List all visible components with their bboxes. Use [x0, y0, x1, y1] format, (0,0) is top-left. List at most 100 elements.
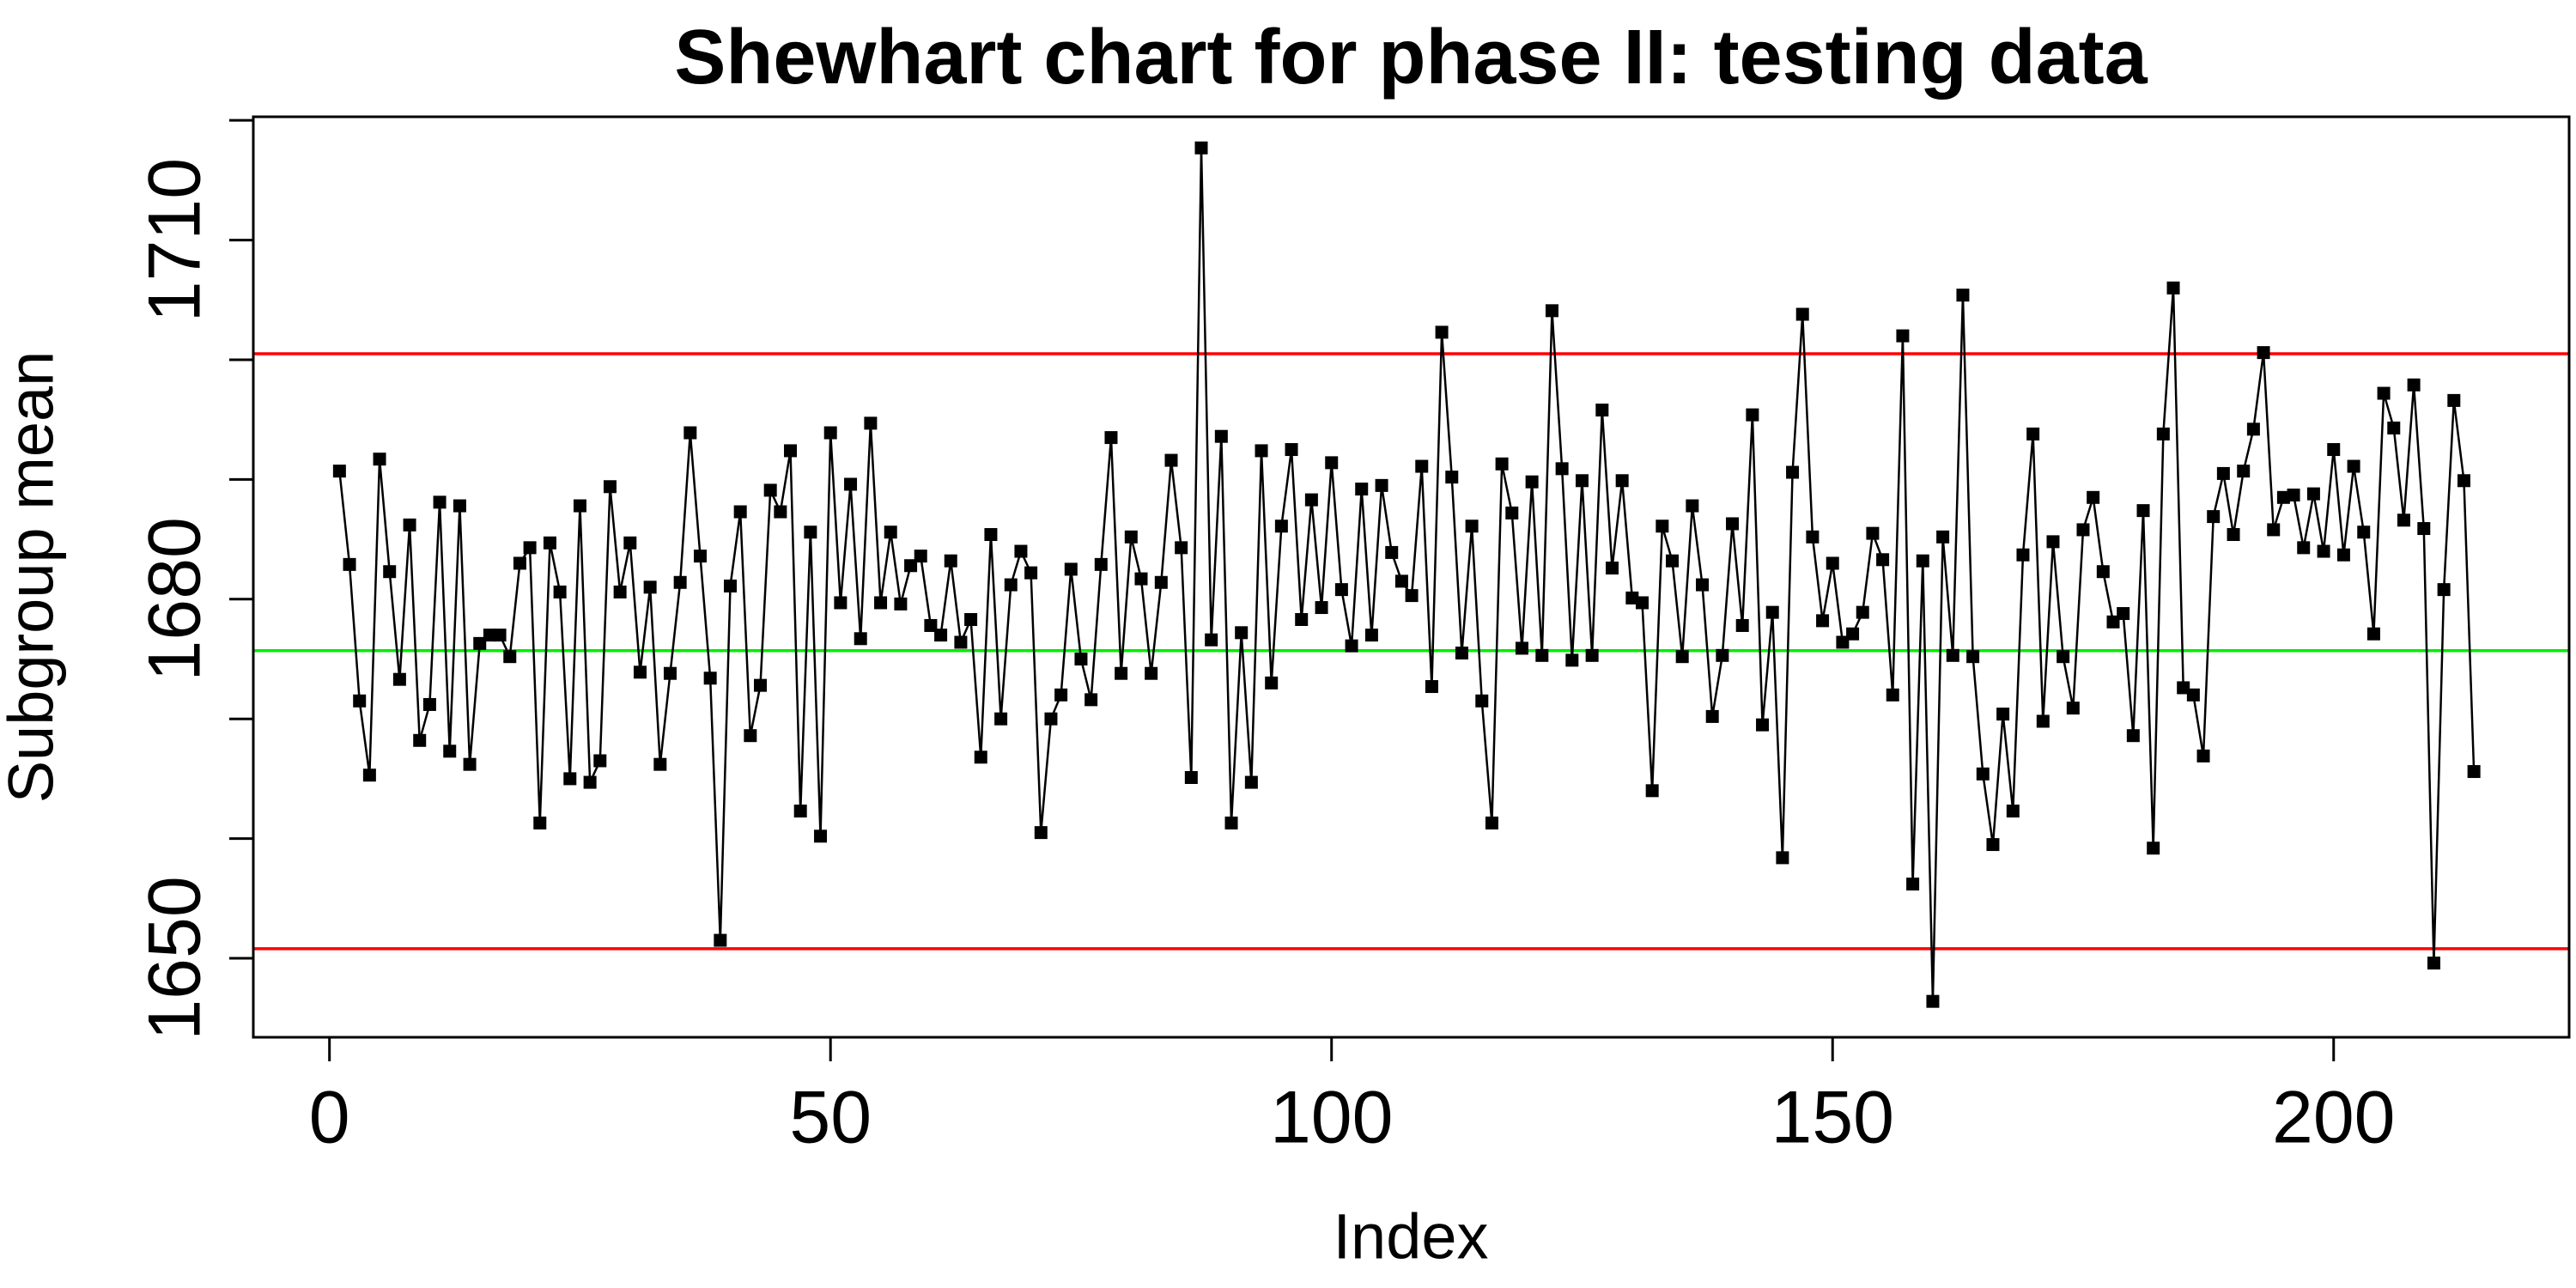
data-point	[804, 526, 817, 539]
data-point	[2267, 523, 2281, 537]
data-point	[623, 536, 637, 550]
data-point	[1435, 325, 1449, 339]
data-point	[984, 528, 998, 542]
data-point	[1816, 614, 1830, 628]
data-point	[703, 671, 717, 685]
data-point	[884, 526, 897, 539]
data-point	[904, 559, 918, 573]
data-point	[1004, 578, 1018, 592]
data-point	[443, 744, 457, 758]
data-point	[2297, 541, 2311, 555]
data-point	[1515, 641, 1528, 655]
data-point	[954, 635, 968, 649]
data-point	[693, 550, 707, 563]
data-point	[2057, 650, 2070, 664]
data-point	[1716, 648, 1729, 662]
data-point	[2366, 627, 2380, 641]
data-point	[1074, 652, 1088, 665]
data-point	[553, 585, 567, 598]
data-point	[2066, 702, 2080, 715]
data-point	[2287, 489, 2300, 502]
data-point	[1585, 648, 1599, 662]
data-point	[1224, 816, 1238, 829]
data-point	[513, 556, 526, 570]
x-tick-label: 0	[309, 1077, 350, 1159]
data-point	[483, 629, 496, 642]
data-point	[663, 666, 677, 680]
data-point	[974, 750, 987, 764]
data-point	[1044, 712, 1058, 726]
plot-frame	[252, 115, 2571, 1039]
data-point	[2006, 805, 2020, 818]
y-tick-label: 1680	[134, 517, 216, 681]
data-point	[914, 550, 927, 563]
data-point	[1605, 562, 1619, 575]
data-point	[1806, 530, 1820, 544]
data-point	[1465, 519, 1479, 533]
data-point	[2377, 386, 2391, 400]
data-point	[1625, 591, 1639, 605]
data-point	[2457, 474, 2470, 488]
data-point	[1164, 453, 1178, 467]
data-point	[1535, 648, 1549, 662]
data-point	[1786, 465, 1800, 479]
x-axis-label: Index	[1333, 1201, 1488, 1273]
data-point	[2177, 681, 2190, 695]
data-point	[1836, 635, 1850, 649]
data-point	[422, 697, 436, 711]
data-point	[603, 480, 617, 494]
data-point	[1565, 653, 1579, 667]
data-point	[2106, 615, 2120, 629]
data-point	[673, 575, 687, 589]
data-point	[493, 629, 507, 642]
data-point	[934, 629, 948, 642]
data-point	[1334, 583, 1348, 597]
data-point	[543, 536, 556, 550]
data-point	[2276, 490, 2290, 504]
data-point	[2447, 393, 2461, 407]
data-point	[1304, 493, 1318, 507]
data-point	[1756, 718, 1770, 732]
data-point	[473, 636, 487, 650]
data-point	[2087, 490, 2100, 504]
data-point	[1545, 304, 1558, 318]
data-point	[1645, 784, 1659, 798]
data-point	[2336, 548, 2350, 562]
data-point	[1956, 289, 1970, 302]
data-point	[1765, 605, 1779, 619]
data-point	[1145, 666, 1158, 680]
data-point	[683, 426, 697, 440]
chart-title: Shewhart chart for phase II: testing dat…	[674, 15, 2148, 100]
data-point	[1244, 775, 1258, 789]
data-point	[733, 505, 747, 519]
data-point	[413, 733, 427, 747]
data-point	[1285, 443, 1298, 457]
data-point	[1795, 307, 1809, 321]
data-point	[2317, 544, 2330, 558]
data-point	[1345, 639, 1358, 653]
data-point	[874, 596, 888, 610]
data-point	[1295, 612, 1309, 626]
data-point	[1555, 462, 1569, 476]
data-point	[2096, 565, 2110, 579]
data-point	[823, 426, 837, 440]
x-tick-label: 100	[1270, 1077, 1394, 1159]
data-point	[1425, 680, 1438, 694]
data-point	[1776, 851, 1789, 865]
data-point	[1846, 627, 1860, 641]
data-point	[1194, 141, 1208, 155]
data-point	[1936, 530, 1950, 544]
data-point	[503, 650, 517, 664]
data-point	[2117, 607, 2130, 621]
data-point	[1124, 530, 1138, 544]
data-point	[1656, 519, 1669, 533]
data-point	[1746, 408, 1759, 422]
data-point	[1415, 459, 1429, 473]
data-point	[1966, 650, 1980, 664]
data-point	[1906, 878, 1920, 891]
data-point	[844, 477, 858, 491]
data-point	[724, 579, 738, 592]
x-tick-label: 150	[1771, 1077, 1894, 1159]
data-point	[1325, 456, 1339, 470]
data-point	[2126, 729, 2140, 743]
